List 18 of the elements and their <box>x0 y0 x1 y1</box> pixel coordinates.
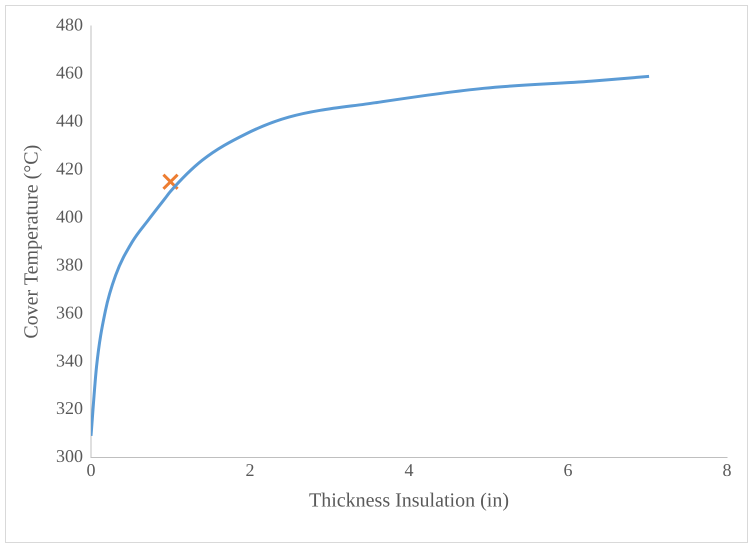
y-axis-title: Cover Temperature (°C) <box>20 144 42 339</box>
x-tick-label: 8 <box>722 460 732 480</box>
y-tick-label: 340 <box>56 350 83 370</box>
y-tick-label: 440 <box>56 110 83 131</box>
y-tick-label: 380 <box>56 254 83 274</box>
y-tick-label: 460 <box>56 62 83 83</box>
x-tick-label: 2 <box>246 460 254 480</box>
x-tick-label: 4 <box>404 460 414 480</box>
x-axis-title: Thickness Insulation (in) <box>309 489 509 512</box>
x-tick-label: 0 <box>86 460 96 480</box>
y-tick-label: 400 <box>56 206 83 226</box>
y-tick-label: 360 <box>56 302 83 322</box>
y-tick-label: 320 <box>56 398 83 418</box>
y-tick-label: 480 <box>56 14 83 35</box>
y-tick-label: 300 <box>56 446 83 466</box>
x-tick-label: 6 <box>564 460 572 480</box>
y-tick-label: 420 <box>56 158 83 179</box>
line-series <box>91 74 651 438</box>
